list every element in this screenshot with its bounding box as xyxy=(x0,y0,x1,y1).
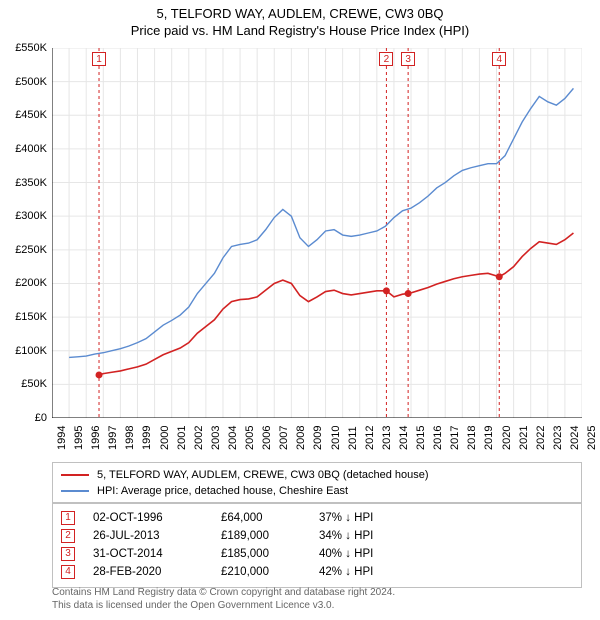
sale-price: £185,000 xyxy=(221,545,301,563)
y-tick-label: £50K xyxy=(21,378,47,390)
sales-row: 1 02-OCT-1996 £64,000 37% ↓ HPI xyxy=(61,509,573,527)
x-tick-label: 2007 xyxy=(278,426,290,450)
x-tick-label: 1996 xyxy=(90,426,102,450)
x-tick-label: 2019 xyxy=(483,426,495,450)
x-tick-label: 2013 xyxy=(381,426,393,450)
x-tick-label: 2006 xyxy=(261,426,273,450)
sales-row: 3 31-OCT-2014 £185,000 40% ↓ HPI xyxy=(61,545,573,563)
sale-date: 02-OCT-1996 xyxy=(93,509,203,527)
x-tick-label: 2010 xyxy=(330,426,342,450)
x-tick-label: 2008 xyxy=(295,426,307,450)
x-tick-label: 2018 xyxy=(466,426,478,450)
x-tick-label: 2003 xyxy=(210,426,222,450)
x-tick-label: 1998 xyxy=(124,426,136,450)
legend-swatch xyxy=(61,490,89,492)
y-tick-label: £550K xyxy=(15,42,47,54)
legend-row: 5, TELFORD WAY, AUDLEM, CREWE, CW3 0BQ (… xyxy=(61,467,573,483)
x-tick-label: 2011 xyxy=(347,426,359,450)
sale-marker-badge: 2 xyxy=(61,529,75,543)
legend-label: 5, TELFORD WAY, AUDLEM, CREWE, CW3 0BQ (… xyxy=(97,467,429,483)
title-block: 5, TELFORD WAY, AUDLEM, CREWE, CW3 0BQ P… xyxy=(0,0,600,38)
y-tick-label: £100K xyxy=(15,345,47,357)
y-tick-label: £350K xyxy=(15,177,47,189)
title-subtitle: Price paid vs. HM Land Registry's House … xyxy=(0,23,600,38)
sale-pct-vs-hpi: 40% ↓ HPI xyxy=(319,545,419,563)
sale-date: 28-FEB-2020 xyxy=(93,563,203,581)
y-tick-label: £400K xyxy=(15,143,47,155)
attribution-line: This data is licensed under the Open Gov… xyxy=(52,599,582,612)
sale-date: 26-JUL-2013 xyxy=(93,527,203,545)
y-tick-label: £0 xyxy=(35,412,47,424)
x-tick-label: 1994 xyxy=(56,426,68,450)
sales-table: 1 02-OCT-1996 £64,000 37% ↓ HPI 2 26-JUL-2013… xyxy=(52,502,582,588)
x-tick-label: 2023 xyxy=(552,426,564,450)
sales-row: 2 26-JUL-2013 £189,000 34% ↓ HPI xyxy=(61,527,573,545)
title-address: 5, TELFORD WAY, AUDLEM, CREWE, CW3 0BQ xyxy=(0,6,600,21)
x-tick-label: 2002 xyxy=(193,426,205,450)
x-tick-label: 2015 xyxy=(415,426,427,450)
legend-label: HPI: Average price, detached house, Ches… xyxy=(97,483,348,499)
x-tick-label: 2009 xyxy=(312,426,324,450)
event-marker-badge: 4 xyxy=(492,52,506,66)
sale-pct-vs-hpi: 42% ↓ HPI xyxy=(319,563,419,581)
sale-date: 31-OCT-2014 xyxy=(93,545,203,563)
chart-svg xyxy=(52,48,582,418)
sales-row: 4 28-FEB-2020 £210,000 42% ↓ HPI xyxy=(61,563,573,581)
chart-container: 5, TELFORD WAY, AUDLEM, CREWE, CW3 0BQ P… xyxy=(0,0,600,620)
sale-price: £189,000 xyxy=(221,527,301,545)
event-marker-badge: 2 xyxy=(379,52,393,66)
y-tick-label: £150K xyxy=(15,311,47,323)
sale-pct-vs-hpi: 34% ↓ HPI xyxy=(319,527,419,545)
x-tick-label: 2016 xyxy=(432,426,444,450)
legend-box: 5, TELFORD WAY, AUDLEM, CREWE, CW3 0BQ (… xyxy=(52,462,582,504)
x-tick-label: 2001 xyxy=(176,426,188,450)
x-tick-label: 1997 xyxy=(107,426,119,450)
event-marker-badge: 1 xyxy=(92,52,106,66)
legend-row: HPI: Average price, detached house, Ches… xyxy=(61,483,573,499)
y-tick-label: £300K xyxy=(15,210,47,222)
sale-marker-badge: 4 xyxy=(61,565,75,579)
sale-marker-badge: 1 xyxy=(61,511,75,525)
sale-price: £64,000 xyxy=(221,509,301,527)
y-tick-label: £500K xyxy=(15,76,47,88)
x-tick-label: 1995 xyxy=(73,426,85,450)
sale-pct-vs-hpi: 37% ↓ HPI xyxy=(319,509,419,527)
y-tick-label: £450K xyxy=(15,109,47,121)
legend-swatch xyxy=(61,474,89,476)
x-tick-label: 2021 xyxy=(518,426,530,450)
x-tick-label: 2017 xyxy=(449,426,461,450)
x-axis-labels: 1994 1995 1996 1997 1998 1999 2000 2001 2002 2003… xyxy=(52,420,582,460)
x-tick-label: 2000 xyxy=(159,426,171,450)
x-tick-label: 2020 xyxy=(501,426,513,450)
sale-price: £210,000 xyxy=(221,563,301,581)
event-marker-badge: 3 xyxy=(401,52,415,66)
x-tick-label: 2004 xyxy=(227,426,239,450)
x-tick-label: 2014 xyxy=(398,426,410,450)
x-tick-label: 2025 xyxy=(586,426,598,450)
sale-marker-badge: 3 xyxy=(61,547,75,561)
x-tick-label: 2024 xyxy=(569,426,581,450)
x-tick-label: 2005 xyxy=(244,426,256,450)
attribution-line: Contains HM Land Registry data © Crown c… xyxy=(52,586,582,599)
chart-area: 1 23 4 xyxy=(52,48,582,418)
x-tick-label: 1999 xyxy=(141,426,153,450)
x-tick-label: 2012 xyxy=(364,426,376,450)
y-tick-label: £200K xyxy=(15,277,47,289)
attribution: Contains HM Land Registry data © Crown c… xyxy=(52,586,582,612)
y-tick-label: £250K xyxy=(15,244,47,256)
x-tick-label: 2022 xyxy=(535,426,547,450)
